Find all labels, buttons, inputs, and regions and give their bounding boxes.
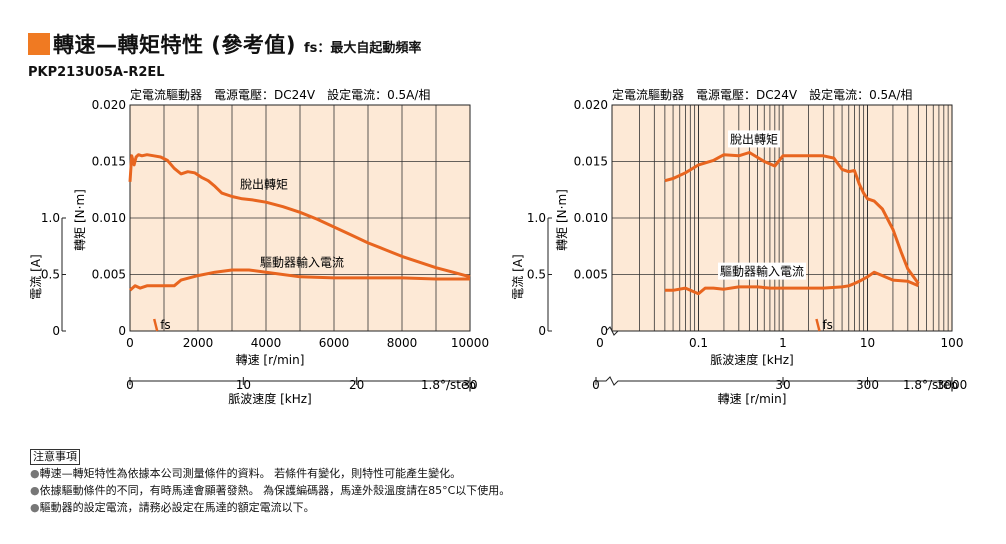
chart2-y-tick: 0.020 xyxy=(574,98,608,112)
notes-title: 注意事項 xyxy=(30,449,80,465)
chart1-y-tick: 0.010 xyxy=(92,211,126,225)
chart2-fs-label: fs xyxy=(822,318,832,332)
chart2-y-tick: 0.005 xyxy=(574,268,608,282)
chart2-y-tick: 0 xyxy=(600,324,608,338)
chart2-label-input-current: 驅動器輸入電流 xyxy=(720,264,804,279)
chart2-series-input-current xyxy=(664,270,919,296)
chart1-conditions: 定電流驅動器 電源電壓：DC24V 設定電流：0.5A/相 xyxy=(130,87,430,102)
note-bullet-3: ● xyxy=(30,501,40,514)
chart2-secondary-tick: 0 xyxy=(592,378,600,392)
model-number: PKP213U05A-R2EL xyxy=(28,65,165,80)
chart2-fs-marker xyxy=(815,318,821,332)
chart2-y-label: 轉矩 [N·m] xyxy=(555,189,569,251)
chart2-x-label: 脈波速度 [kHz] xyxy=(710,352,793,367)
chart1-x-tick: 8000 xyxy=(387,336,418,350)
chart2-secondary-axis xyxy=(596,376,952,386)
chart2-conditions: 定電流驅動器 電源電壓：DC24V 設定電流：0.5A/相 xyxy=(612,87,912,102)
chart2-frame xyxy=(611,104,953,332)
chart2-y2-tick: 0.5 xyxy=(527,268,546,282)
chart2-y2-label: 電流 [A] xyxy=(511,254,525,299)
chart2-secondary-tick: 30 xyxy=(775,378,790,392)
note-bullet-1: ● xyxy=(30,467,40,480)
chart2-y-tick: 0.015 xyxy=(574,155,608,169)
chart2-secondary-tick: 3000 xyxy=(937,378,968,392)
chart2-series-pullout-torque xyxy=(664,151,920,285)
chart2-secondary-label: 轉速 [r/min] xyxy=(718,392,787,406)
chart1-fs-label: fs xyxy=(160,318,170,332)
chart1-x-tick: 6000 xyxy=(319,336,350,350)
chart1-x-label: 轉速 [r/min] xyxy=(236,353,305,367)
chart1-y2-tick: 0 xyxy=(52,324,60,338)
note-bullet-2: ● xyxy=(30,484,40,497)
chart1-y2-tick: 0.5 xyxy=(41,268,60,282)
chart2-x-tick: 0 xyxy=(596,336,604,350)
chart1-y2-label: 電流 [A] xyxy=(29,254,43,299)
chart2-x-tick: 100 xyxy=(941,336,964,350)
chart2-x-tick: 0.1 xyxy=(689,336,708,350)
chart2-x-tick: 10 xyxy=(860,336,875,350)
page-title: 轉速—轉矩特性 (參考值) fs：最大自起動頻率 xyxy=(28,30,421,58)
chart2-y2-tick: 0 xyxy=(538,324,546,338)
chart1-fs-marker xyxy=(152,318,159,332)
chart1-y2-tick: 1.0 xyxy=(41,211,60,225)
title-text: 轉速—轉矩特性 (參考值) xyxy=(53,33,297,57)
chart1-y-tick: 0.015 xyxy=(92,155,126,169)
chart1-x-tick: 0 xyxy=(126,336,134,350)
chart2-y2-tick: 1.0 xyxy=(527,211,546,225)
chart1-x-tick: 10000 xyxy=(451,336,489,350)
chart2-y-tick: 0.010 xyxy=(574,211,608,225)
chart1-secondary-tick: 30 xyxy=(462,378,477,392)
chart2-x-tick: 1 xyxy=(779,336,787,350)
note-line-1: ●轉速—轉矩特性為依據本公司測量條件的資料。 若條件有變化，則特性可能產生變化。 xyxy=(30,465,510,482)
title-subtitle: fs：最大自起動頻率 xyxy=(304,40,422,56)
chart2-secondary-suffix: 1.8°/step xyxy=(903,378,958,392)
chart1-secondary-tick: 0 xyxy=(126,378,134,392)
chart1-frame xyxy=(129,104,471,332)
chart1-label-input-current: 驅動器輸入電流 xyxy=(260,255,344,270)
notes-section: 注意事項 ●轉速—轉矩特性為依據本公司測量條件的資料。 若條件有變化，則特性可能… xyxy=(30,445,510,516)
note-text-3: 驅動器的設定電流，請務必設定在馬達的額定電流以下。 xyxy=(39,501,315,514)
chart1-secondary-tick: 10 xyxy=(236,378,251,392)
chart1-secondary-tick: 20 xyxy=(349,378,364,392)
chart1-y-tick: 0.005 xyxy=(92,268,126,282)
chart1-x-tick: 2000 xyxy=(183,336,214,350)
chart2-axis-break xyxy=(605,326,620,336)
chart1-series-input-current xyxy=(129,268,470,292)
chart2-label-bg xyxy=(728,130,781,148)
chart2-secondary-tick: 300 xyxy=(856,378,879,392)
chart1-label-pullout-torque: 脫出轉矩 xyxy=(240,177,288,192)
note-text-2: 依據驅動條件的不同，有時馬達會顯著發熱。 為保護編碼器，馬達外殼溫度請在85°C… xyxy=(39,484,511,497)
chart2-label-pullout-torque: 脫出轉矩 xyxy=(730,131,778,146)
chart1-y-label: 轉矩 [N·m] xyxy=(73,189,87,251)
chart1-secondary-suffix: 1.8°/step xyxy=(421,378,476,392)
chart2-label-bg xyxy=(718,262,807,280)
chart1-y-tick: 0.020 xyxy=(92,98,126,112)
chart1-y-tick: 0 xyxy=(118,324,126,338)
note-text-1: 轉速—轉矩特性為依據本公司測量條件的資料。 若條件有變化，則特性可能產生變化。 xyxy=(39,467,462,480)
note-line-3: ●驅動器的設定電流，請務必設定在馬達的額定電流以下。 xyxy=(30,499,510,516)
chart1-x-tick: 4000 xyxy=(251,336,282,350)
title-accent-square xyxy=(28,33,50,55)
note-line-2: ●依據驅動條件的不同，有時馬達會顯著發熱。 為保護編碼器，馬達外殼溫度請在85°… xyxy=(30,482,510,499)
chart1-secondary-label: 脈波速度 [kHz] xyxy=(228,391,311,406)
chart1-series-pullout-torque xyxy=(128,153,471,279)
